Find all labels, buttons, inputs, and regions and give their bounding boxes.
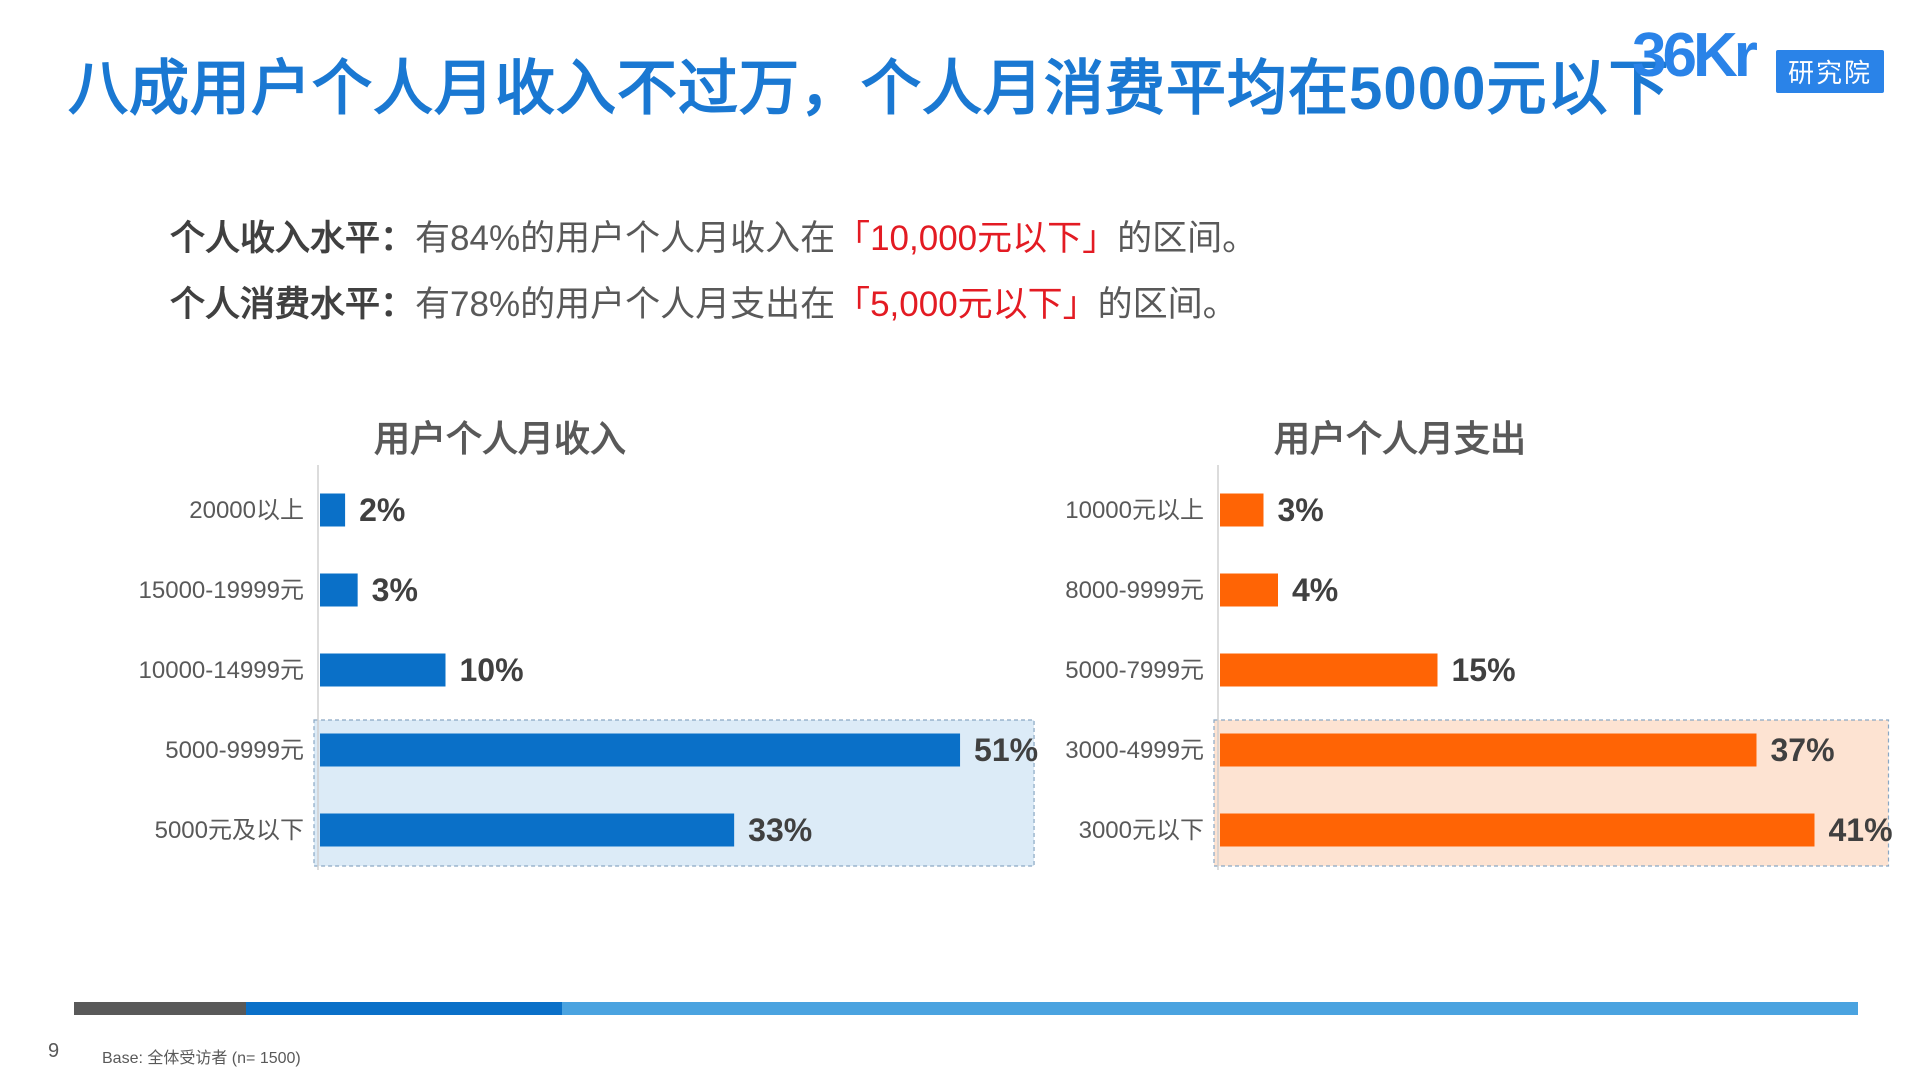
summary-income: 个人收入水平：有84%的用户个人月收入在「10,000元以下」的区间。 <box>170 206 1257 272</box>
expense-chart-plot: 10000元以上 3% 8000-9999元 4% 5000-7999元 15% 3000-… <box>1065 465 1893 870</box>
footer-bar-segment <box>246 1002 562 1015</box>
logo-subtitle: 研究院 <box>1776 50 1885 93</box>
summary-text: 的区间。 <box>1117 219 1258 258</box>
data-label: 37% <box>1771 732 1835 768</box>
bar <box>1220 653 1438 687</box>
data-label: 10% <box>460 652 524 688</box>
logo-mark: 36Kr <box>1632 21 1758 90</box>
chart-title: 用户个人月收入 <box>373 418 626 459</box>
data-label: 2% <box>359 492 405 528</box>
category-label: 20000以上 <box>189 497 304 524</box>
summary-text: 有84%的用户个人月收入在 <box>415 219 836 258</box>
bar <box>320 733 961 767</box>
summary-highlight: 「10,000元以下」 <box>835 219 1118 258</box>
bar <box>320 653 446 687</box>
category-label: 5000-7999元 <box>1065 657 1204 684</box>
bar <box>1220 733 1757 767</box>
bar <box>320 813 735 847</box>
summary-label: 个人收入水平： <box>170 219 416 258</box>
category-label: 5000元及以下 <box>155 817 304 844</box>
data-label: 3% <box>372 572 418 608</box>
data-label: 41% <box>1829 812 1893 848</box>
footer-bar-segment <box>562 1002 1858 1015</box>
base-note: Base: 全体受访者 (n= 1500) <box>102 1050 301 1067</box>
summary-block: 个人收入水平：有84%的用户个人月收入在「10,000元以下」的区间。 个人消费… <box>170 206 1257 338</box>
bar <box>1220 813 1815 847</box>
summary-label: 个人消费水平： <box>170 285 416 324</box>
bar <box>320 573 358 607</box>
category-label: 3000元以下 <box>1079 817 1204 844</box>
category-label: 3000-4999元 <box>1065 737 1204 764</box>
summary-expense: 个人消费水平：有78%的用户个人月支出在「5,000元以下」的区间。 <box>170 272 1257 338</box>
data-label: 51% <box>974 732 1038 768</box>
data-label: 33% <box>748 812 812 848</box>
expense-chart: 用户个人月支出 10000元以上 3% 8000-9999元 4% 5000-7999元… <box>940 400 1893 880</box>
summary-highlight: 「5,000元以下」 <box>835 285 1098 324</box>
chart-title: 用户个人月支出 <box>1273 418 1526 459</box>
page-number: 9 <box>48 1040 60 1062</box>
summary-text: 的区间。 <box>1097 285 1238 324</box>
income-chart: 用户个人月收入 20000以上 2% 15000-19999元 3% 10000-149… <box>40 400 1038 880</box>
brand-logo: 36Kr 研究院 <box>1632 20 1902 100</box>
bar <box>320 493 346 527</box>
category-label: 8000-9999元 <box>1065 577 1204 604</box>
data-label: 4% <box>1292 572 1338 608</box>
footer-bar <box>74 1002 1858 1015</box>
category-label: 10000-14999元 <box>139 657 304 684</box>
income-chart-plot: 20000以上 2% 15000-19999元 3% 10000-14999元 10% 50… <box>139 465 1038 870</box>
category-label: 10000元以上 <box>1065 497 1204 524</box>
data-label: 15% <box>1452 652 1516 688</box>
page-title: 八成用户个人月收入不过万，个人月消费平均在5000元以下 <box>68 55 1670 122</box>
summary-text: 有78%的用户个人月支出在 <box>415 285 836 324</box>
category-label: 15000-19999元 <box>139 577 304 604</box>
footer-bar-segment <box>74 1002 246 1015</box>
bar <box>1220 493 1264 527</box>
category-label: 5000-9999元 <box>165 737 304 764</box>
bar <box>1220 573 1278 607</box>
data-label: 3% <box>1278 492 1324 528</box>
